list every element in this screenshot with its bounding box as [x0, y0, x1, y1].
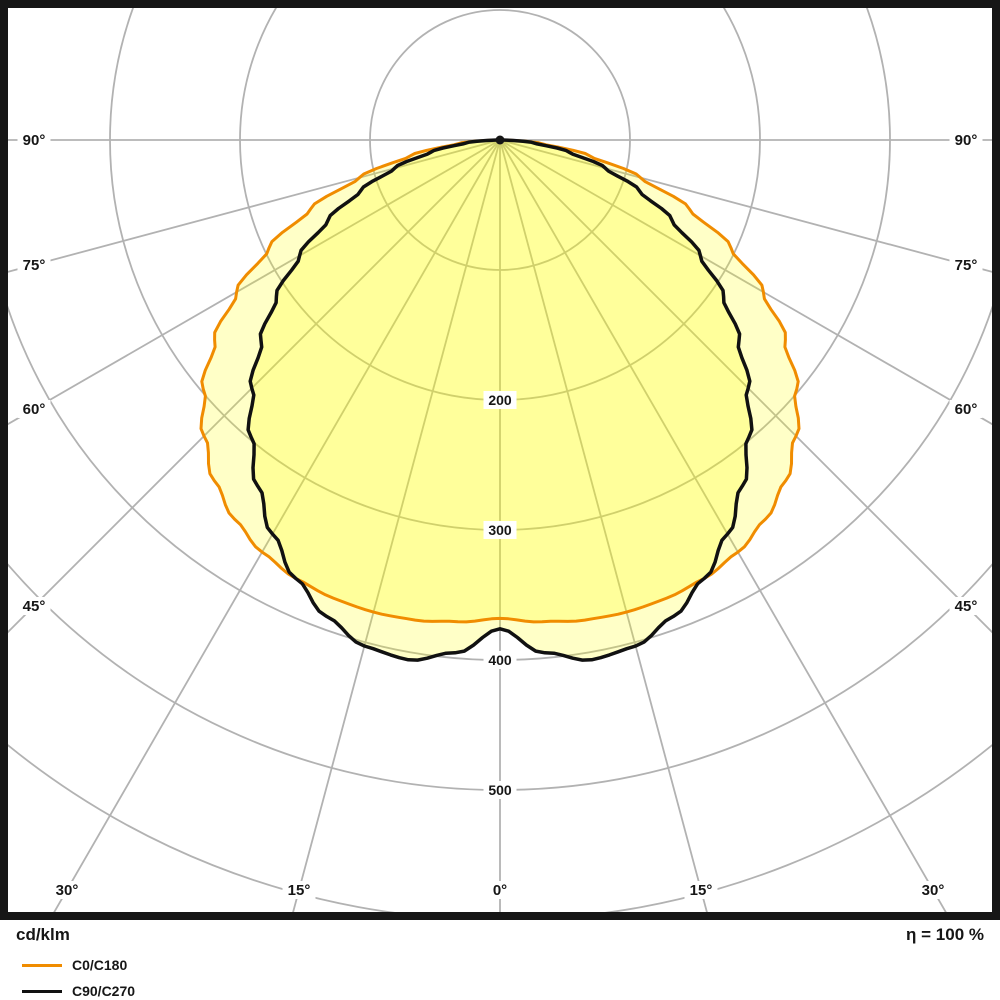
label-mask	[282, 881, 316, 899]
radial-tick-label: 200	[488, 392, 512, 408]
grid-ray	[8, 139, 501, 273]
angle-label-left: 90°	[23, 132, 46, 149]
label-mask	[17, 131, 51, 149]
label-mask	[17, 597, 51, 615]
grid-ray	[499, 139, 992, 273]
angle-label-left: 60°	[23, 401, 46, 418]
angle-label-right: 60°	[955, 401, 978, 418]
radial-tick-label: 300	[488, 522, 512, 538]
series-fill-0	[201, 140, 799, 622]
angle-label-bottom: 30°	[922, 882, 945, 899]
polar-chart: 200 300 400 500 90° 90° 75° 75° 60° 60° 45° 45° 30° 1…	[8, 8, 992, 912]
angle-label-left: 45°	[23, 598, 46, 615]
angle-label-right: 45°	[955, 598, 978, 615]
legend: C0/C180 C90/C270	[0, 952, 1000, 1000]
legend-item-label: C0/C180	[72, 957, 128, 973]
center-dot	[495, 135, 505, 145]
grid-ray	[499, 139, 947, 912]
angle-label-bottom: 0°	[493, 882, 507, 899]
label-mask	[488, 881, 512, 899]
label-mask	[949, 597, 983, 615]
chart-footer: cd/klm η = 100 %	[0, 923, 1000, 947]
label-mask	[916, 881, 950, 899]
label-mask	[949, 131, 983, 149]
radial-tick-label: 500	[488, 782, 512, 798]
angle-label-left: 75°	[23, 257, 46, 274]
units-label: cd/klm	[16, 925, 70, 944]
radial-tick-label: 400	[488, 652, 512, 668]
label-mask	[483, 391, 517, 409]
grid-ray	[8, 139, 501, 426]
label-mask	[50, 881, 84, 899]
c90-c270-line-swatch	[22, 989, 62, 993]
label-mask	[17, 400, 51, 418]
label-mask	[17, 255, 51, 274]
legend-item-c90-c270: C90/C270	[22, 978, 1000, 1000]
angle-label-right: 90°	[955, 132, 978, 149]
grid-ray	[499, 139, 992, 426]
grid-ray	[499, 139, 708, 912]
grid-ray	[292, 139, 501, 912]
efficiency-label: η = 100 %	[906, 925, 984, 944]
label-mask	[949, 255, 983, 274]
legend-item-c0-c180: C0/C180	[22, 952, 1000, 978]
polar-chart-frame: 200 300 400 500 90° 90° 75° 75° 60° 60° 45° 45° 30° 1…	[0, 0, 1000, 920]
label-mask	[483, 521, 517, 539]
angle-label-bottom: 15°	[288, 882, 311, 899]
label-mask	[684, 881, 718, 899]
legend-item-label: C90/C270	[72, 983, 136, 999]
series-curve-c0-c180	[199, 138, 801, 624]
c0-c180-line-swatch	[22, 963, 62, 967]
angle-label-bottom: 15°	[690, 882, 713, 899]
label-mask	[949, 400, 983, 418]
grid-ray	[53, 139, 501, 912]
label-mask	[483, 651, 517, 669]
angle-label-right: 75°	[955, 257, 978, 274]
label-mask	[483, 781, 517, 799]
angle-label-bottom: 30°	[56, 882, 79, 899]
series-curve-c90-c270	[246, 138, 754, 662]
